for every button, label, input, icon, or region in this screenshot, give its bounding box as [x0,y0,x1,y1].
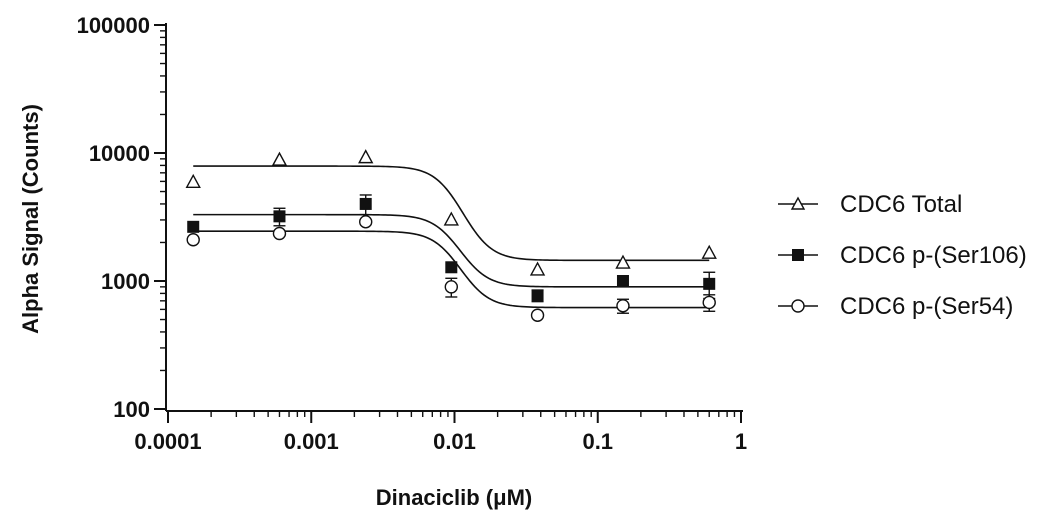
circle-point [702,295,716,310]
triangle-point [615,254,631,269]
x-axis-title: Dinaciclib (μM) [376,485,532,510]
y-tick-label: 100 [113,397,150,422]
x-tick-label: 0.1 [582,429,613,454]
circle-point [272,226,287,241]
legend-item-cdc6-ser106: CDC6 p-(Ser106) [778,242,1027,269]
circle-point [530,308,545,322]
x-tick-label: 1 [735,429,747,454]
triangle-point [185,173,201,189]
y-tick-label: 1000 [101,269,150,294]
x-tick-label: 0.01 [433,429,476,454]
triangle-point [701,244,717,259]
y-tick-label: 100000 [77,13,150,38]
legend-label: CDC6 Total [840,191,962,218]
y-axis-title: Alpha Signal (Counts) [18,104,43,334]
circle-point [616,299,630,313]
error-bars [273,194,716,314]
square-point [616,275,629,287]
circle-marker-icon [791,299,805,313]
triangle-marker-icon [790,196,806,210]
square-point [445,261,458,274]
legend-label: CDC6 p-(Ser54) [840,293,1013,320]
triangle-point [443,211,459,226]
legend-item-cdc6-total: CDC6 Total [778,191,962,218]
legend: CDC6 Total CDC6 p-(Ser106) CDC6 p-(Ser54… [778,191,1027,320]
triangle-point [271,151,288,166]
legend-item-cdc6-ser54: CDC6 p-(Ser54) [778,293,1013,320]
triangle-point [529,261,546,276]
x-tick-label: 0.0001 [134,429,201,454]
x-tick-label: 0.001 [284,429,339,454]
square-point [187,220,200,233]
legend-label: CDC6 p-(Ser106) [840,242,1027,269]
square-point [703,277,716,290]
data-points [185,149,717,322]
square-point [273,210,286,223]
circle-point [186,233,200,247]
triangle-point [358,149,374,164]
square-point [359,197,372,210]
circle-point [359,215,373,229]
circle-point [444,280,459,294]
square-point [531,289,544,302]
square-marker-icon [792,249,804,261]
y-tick-label: 10000 [89,141,150,166]
axes: 100 1000 10000 100000 0.0001 0.001 0.01 0.1 1 [77,13,748,454]
